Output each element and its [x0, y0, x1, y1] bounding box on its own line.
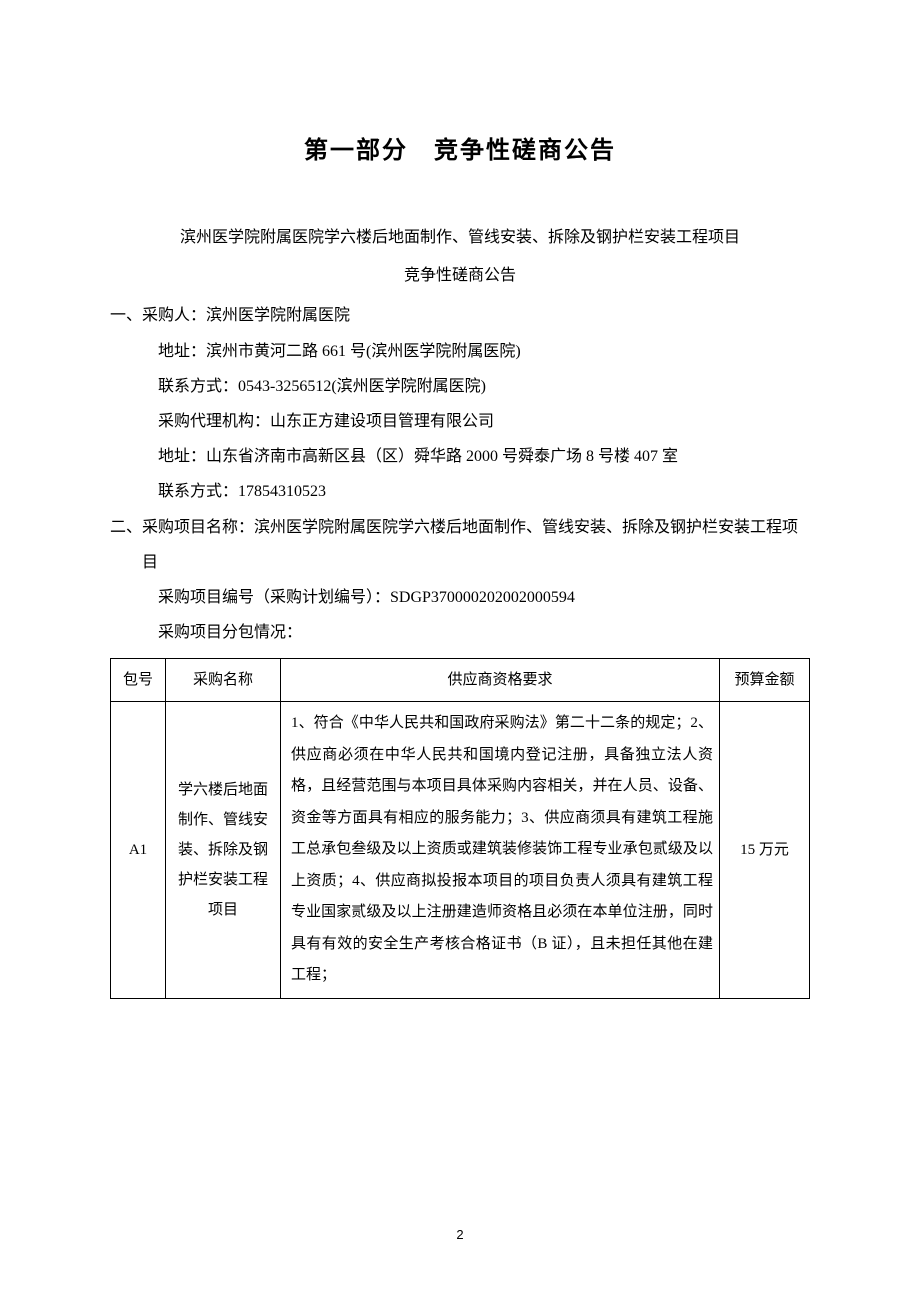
page-number: 2 — [0, 1227, 920, 1242]
table-row: A1 学六楼后地面制作、管线安装、拆除及钢护栏安装工程项目 1、符合《中华人民共… — [111, 702, 810, 999]
header-purchase-name: 采购名称 — [166, 659, 281, 702]
cell-package-no: A1 — [111, 702, 166, 999]
section1-heading: 一、采购人：滨州医学院附属医院 — [110, 298, 810, 333]
cell-requirements: 1、符合《中华人民共和国政府采购法》第二十二条的规定；2、供应商必须在中华人民共… — [281, 702, 720, 999]
agency-name: 采购代理机构：山东正方建设项目管理有限公司 — [110, 404, 810, 439]
purchaser-address: 地址：滨州市黄河二路 661 号(滨州医学院附属医院) — [110, 334, 810, 369]
agency-address: 地址：山东省济南市高新区县（区）舜华路 2000 号舜泰广场 8 号楼 407 … — [110, 439, 810, 474]
package-table: 包号 采购名称 供应商资格要求 预算金额 A1 学六楼后地面制作、管线安装、拆除… — [110, 658, 810, 999]
agency-contact: 联系方式：17854310523 — [110, 474, 810, 509]
cell-budget: 15 万元 — [720, 702, 810, 999]
purchaser-contact: 联系方式：0543-3256512(滨州医学院附属医院) — [110, 369, 810, 404]
document-subtitle-line2: 竞争性磋商公告 — [110, 258, 810, 293]
package-intro: 采购项目分包情况： — [110, 615, 810, 650]
header-package-no: 包号 — [111, 659, 166, 702]
section2-heading: 二、采购项目名称：滨州医学院附属医院学六楼后地面制作、管线安装、拆除及钢护栏安装… — [110, 510, 810, 580]
table-header-row: 包号 采购名称 供应商资格要求 预算金额 — [111, 659, 810, 702]
document-body: 一、采购人：滨州医学院附属医院 地址：滨州市黄河二路 661 号(滨州医学院附属… — [110, 298, 810, 998]
header-budget: 预算金额 — [720, 659, 810, 702]
cell-purchase-name: 学六楼后地面制作、管线安装、拆除及钢护栏安装工程项目 — [166, 702, 281, 999]
document-title: 第一部分 竞争性磋商公告 — [110, 130, 810, 165]
document-subtitle-line1: 滨州医学院附属医院学六楼后地面制作、管线安装、拆除及钢护栏安装工程项目 — [110, 220, 810, 255]
project-number: 采购项目编号（采购计划编号）：SDGP370000202002000594 — [110, 580, 810, 615]
header-requirements: 供应商资格要求 — [281, 659, 720, 702]
